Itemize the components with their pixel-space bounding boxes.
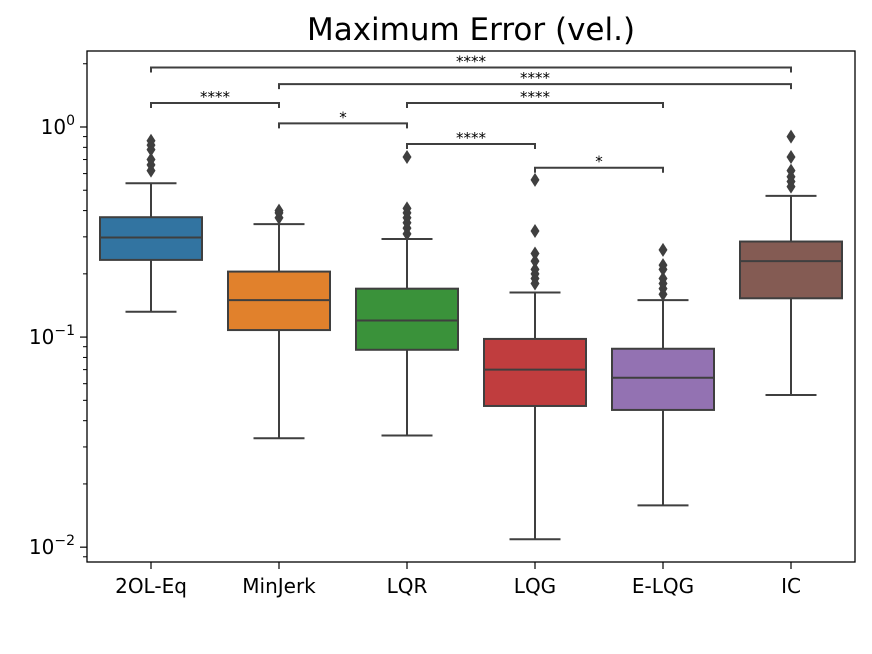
y-tick-label: 10−2 xyxy=(29,533,75,559)
bracket-line xyxy=(150,102,280,109)
bracket-line xyxy=(534,166,664,173)
box-group-lqr xyxy=(355,149,459,437)
box-iqr xyxy=(739,240,843,300)
outlier-point xyxy=(530,246,540,261)
box-group-lqg xyxy=(483,172,587,541)
bracket-line xyxy=(406,102,664,109)
x-tick-label: E-LQG xyxy=(632,574,694,598)
y-tick-label: 10−1 xyxy=(29,323,75,349)
outlier-point xyxy=(530,223,540,238)
x-tick-label: MinJerk xyxy=(242,574,316,598)
x-tick-label: 2OL-Eq xyxy=(115,574,187,598)
outlier-point xyxy=(146,133,156,148)
outlier-point xyxy=(146,152,156,167)
significance-bracket: **** xyxy=(278,69,792,90)
x-tick-label: IC xyxy=(781,574,801,598)
outlier-point xyxy=(658,271,668,286)
y-minor-ticks xyxy=(83,63,87,558)
box-iqr xyxy=(483,337,587,407)
bracket-line xyxy=(150,66,792,73)
outlier-point xyxy=(786,149,796,164)
y-tick-exponent: −1 xyxy=(54,323,75,339)
box-group-e-lqg xyxy=(611,242,715,507)
box-group-minjerk xyxy=(227,203,331,440)
significance-label: **** xyxy=(200,88,231,106)
outlier-point xyxy=(274,203,284,218)
bracket-line xyxy=(278,83,792,90)
x-tick-label: LQR xyxy=(387,574,428,598)
outlier-point xyxy=(402,149,412,164)
outlier-point xyxy=(786,129,796,144)
outlier-point xyxy=(658,258,668,273)
outlier-point xyxy=(530,254,540,269)
outlier-point xyxy=(786,163,796,178)
bracket-line xyxy=(278,122,408,129)
significance-label: **** xyxy=(520,69,551,87)
significance-bracket: **** xyxy=(150,52,792,73)
axes-frame xyxy=(86,50,856,563)
x-tick-label: LQG xyxy=(514,574,556,598)
y-tick-base: 10 xyxy=(29,535,54,559)
significance-label: **** xyxy=(456,129,487,147)
chart-title: Maximum Error (vel.) xyxy=(307,12,635,48)
outlier-point xyxy=(402,201,412,216)
box-group-2ol-eq xyxy=(99,133,203,313)
y-tick-exponent: 0 xyxy=(66,113,75,129)
significance-label: **** xyxy=(456,52,487,70)
box-iqr xyxy=(355,287,459,351)
significance-label: * xyxy=(339,108,347,126)
significance-bracket: **** xyxy=(406,129,536,149)
significance-label: * xyxy=(595,153,603,171)
y-tick-exponent: −2 xyxy=(54,533,75,549)
outlier-point xyxy=(658,242,668,257)
bracket-line xyxy=(406,142,536,149)
significance-bracket: **** xyxy=(406,88,664,109)
box-iqr xyxy=(611,347,715,411)
y-tick-label: 100 xyxy=(41,113,75,139)
significance-bracket: **** xyxy=(150,88,280,109)
significance-bracket: * xyxy=(278,108,408,129)
y-tick-base: 10 xyxy=(29,325,54,349)
y-tick-base: 10 xyxy=(41,115,66,139)
outlier-point xyxy=(530,172,540,187)
box-iqr xyxy=(99,216,203,261)
significance-bracket: * xyxy=(534,153,664,173)
box-group-ic xyxy=(739,129,843,397)
significance-label: **** xyxy=(520,88,551,106)
outlier-point xyxy=(530,262,540,277)
